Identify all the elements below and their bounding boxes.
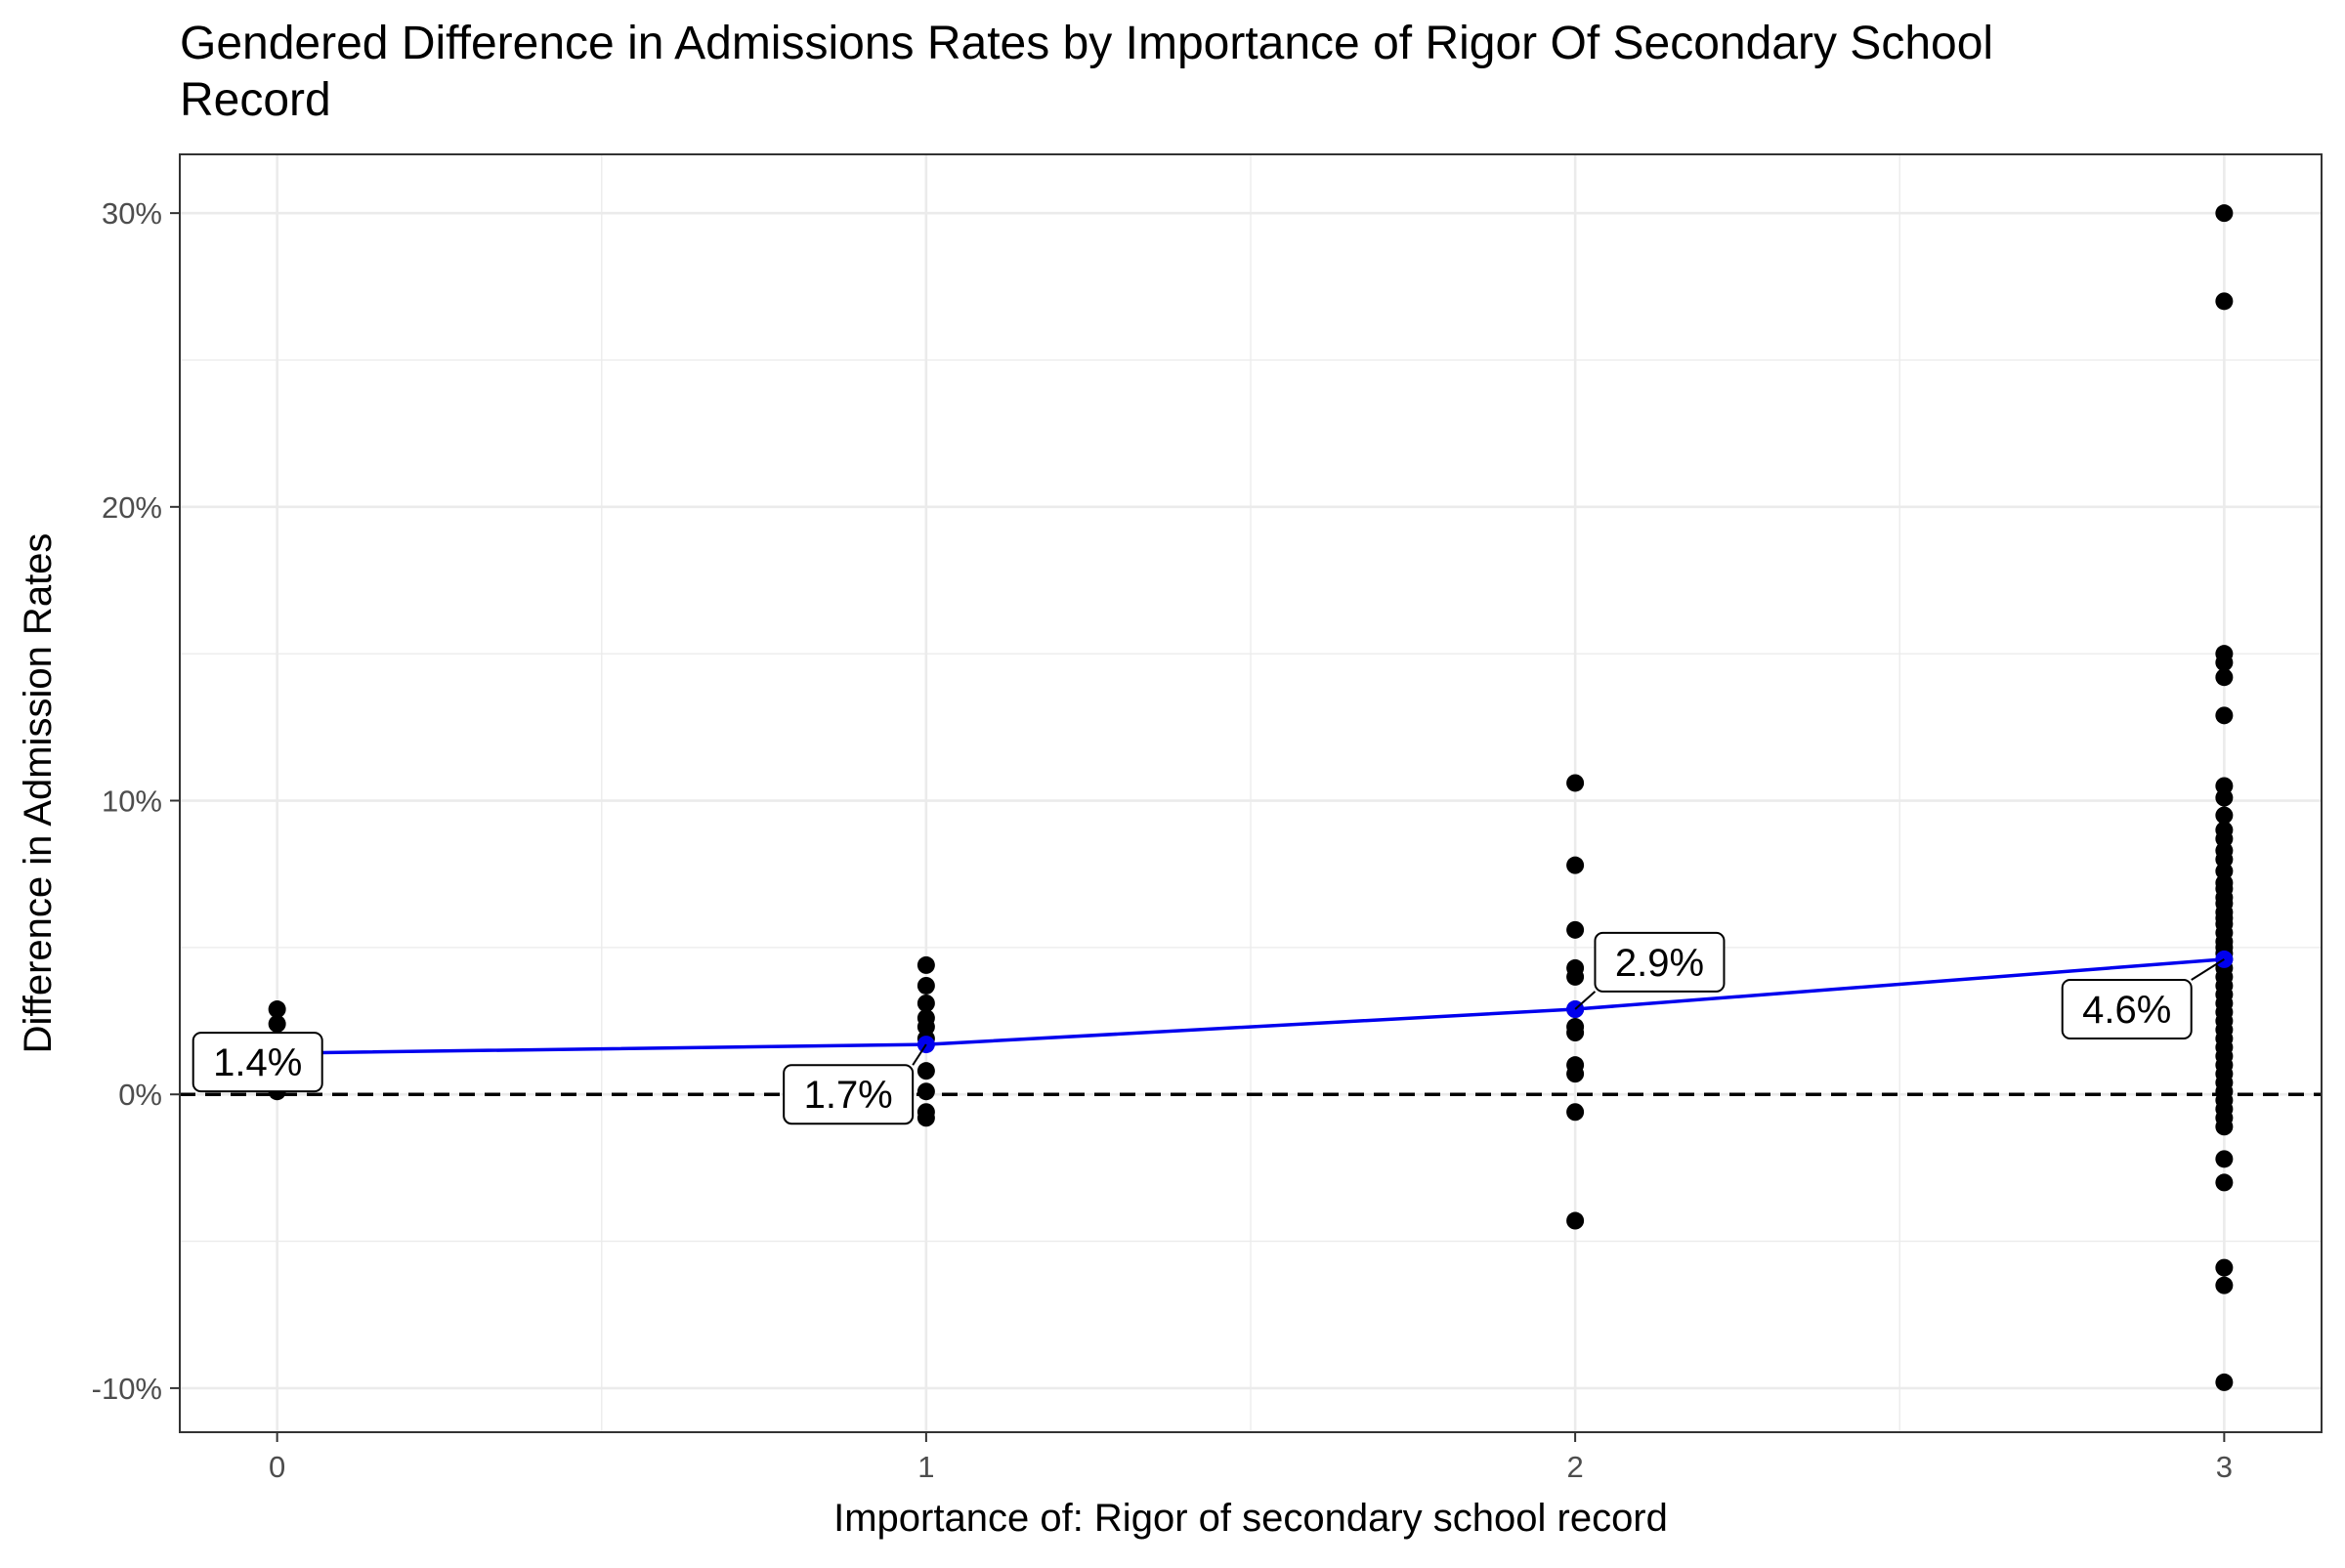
data-point <box>2215 1173 2234 1192</box>
data-point <box>1566 920 1585 939</box>
data-point <box>1566 1211 1585 1230</box>
data-point <box>2215 806 2234 825</box>
mean-label-box <box>783 1064 915 1125</box>
label-leader-line <box>912 1043 927 1066</box>
x-tick-label: 0 <box>269 1450 285 1484</box>
mean-labels: 1.4% 1.7% 2.9% 4.6% <box>192 931 2225 1125</box>
data-point <box>1566 774 1585 792</box>
data-point <box>917 976 935 995</box>
data-point <box>2215 1258 2234 1277</box>
data-point <box>917 955 935 974</box>
mean-label: 2.9% <box>1615 942 1704 985</box>
data-point <box>268 1015 286 1034</box>
data-point <box>2215 1276 2234 1294</box>
x-tick-label: 3 <box>2216 1450 2233 1484</box>
data-point <box>917 1109 935 1127</box>
data-point <box>1566 1065 1585 1083</box>
y-tick-label: -10% <box>92 1372 162 1406</box>
mean-label: 4.6% <box>2082 989 2171 1032</box>
mean-label: 1.4% <box>213 1041 302 1084</box>
data-point <box>917 1062 935 1081</box>
label-leader-line <box>2191 958 2225 981</box>
y-axis-title: Difference in Admission Rates <box>17 533 60 1054</box>
data-point <box>2215 1118 2234 1136</box>
mean-label-box <box>1594 931 1726 993</box>
axes: -10% 0% 10% 20% 30% 0 1 2 3 <box>92 196 2233 1484</box>
mean-label-box <box>192 1032 323 1093</box>
y-tick-label: 0% <box>118 1078 162 1112</box>
mean-label-box <box>2061 979 2193 1040</box>
mean-series-line <box>277 957 2225 1055</box>
y-tick-label: 20% <box>102 490 162 525</box>
y-tick-label: 10% <box>102 784 162 819</box>
panel-border <box>179 153 2323 1433</box>
data-point <box>1566 967 1585 986</box>
data-point <box>1566 1024 1585 1042</box>
label-leader-line <box>1574 991 1597 1010</box>
grid <box>180 154 2322 1432</box>
mean-label: 1.7% <box>804 1074 893 1117</box>
data-point <box>917 1082 935 1101</box>
data-point <box>2215 668 2234 687</box>
data-point <box>268 1000 286 1019</box>
x-tick-label: 1 <box>917 1450 934 1484</box>
data-point <box>1566 856 1585 874</box>
data-point <box>2215 654 2234 672</box>
data-point <box>2215 1150 2234 1168</box>
data-point <box>2215 706 2234 725</box>
data-point <box>2215 292 2234 311</box>
chart-title-line-1: Gendered Difference in Admissions Rates … <box>180 18 1993 69</box>
data-point <box>1566 1103 1585 1122</box>
x-axis-title: Importance of: Rigor of secondary school… <box>833 1497 1668 1540</box>
data-point <box>2215 1373 2234 1391</box>
chart-title-line-2: Record <box>180 74 331 126</box>
data-point <box>2215 204 2234 223</box>
y-tick-label: 30% <box>102 196 162 231</box>
x-tick-label: 2 <box>1566 1450 1583 1484</box>
data-point <box>2215 788 2234 807</box>
data-point <box>917 994 935 1012</box>
